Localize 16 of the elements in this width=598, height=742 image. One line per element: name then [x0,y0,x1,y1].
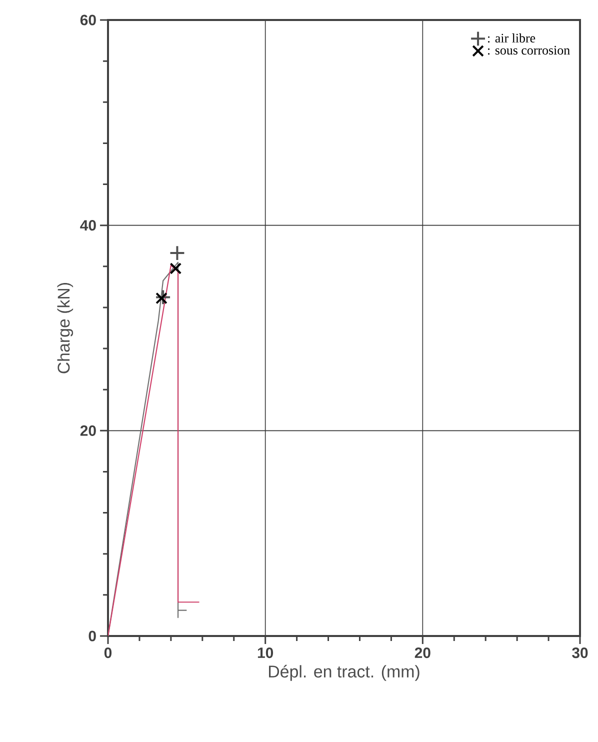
y-tick-label: 60 [80,14,96,26]
legend-label: : air libre [488,33,536,43]
x-axis-title: Dépl. en tract. (mm) [269,664,420,681]
point [169,245,186,262]
point [155,289,172,306]
y-tick-label: 40 [80,220,96,231]
y-axis-title: Charge (kN) [57,282,74,374]
x-tick-label: 10 [258,647,274,658]
legend-label: : sous corrosion [488,46,570,55]
y-tick-label: 20 [80,425,96,436]
x-tick-label: 0 [104,647,112,658]
y-tick-label: 0 [88,630,96,642]
point [170,262,182,274]
x-tick-label: 20 [414,647,430,658]
x-tick-label: 30 [572,647,588,658]
point [156,292,168,304]
